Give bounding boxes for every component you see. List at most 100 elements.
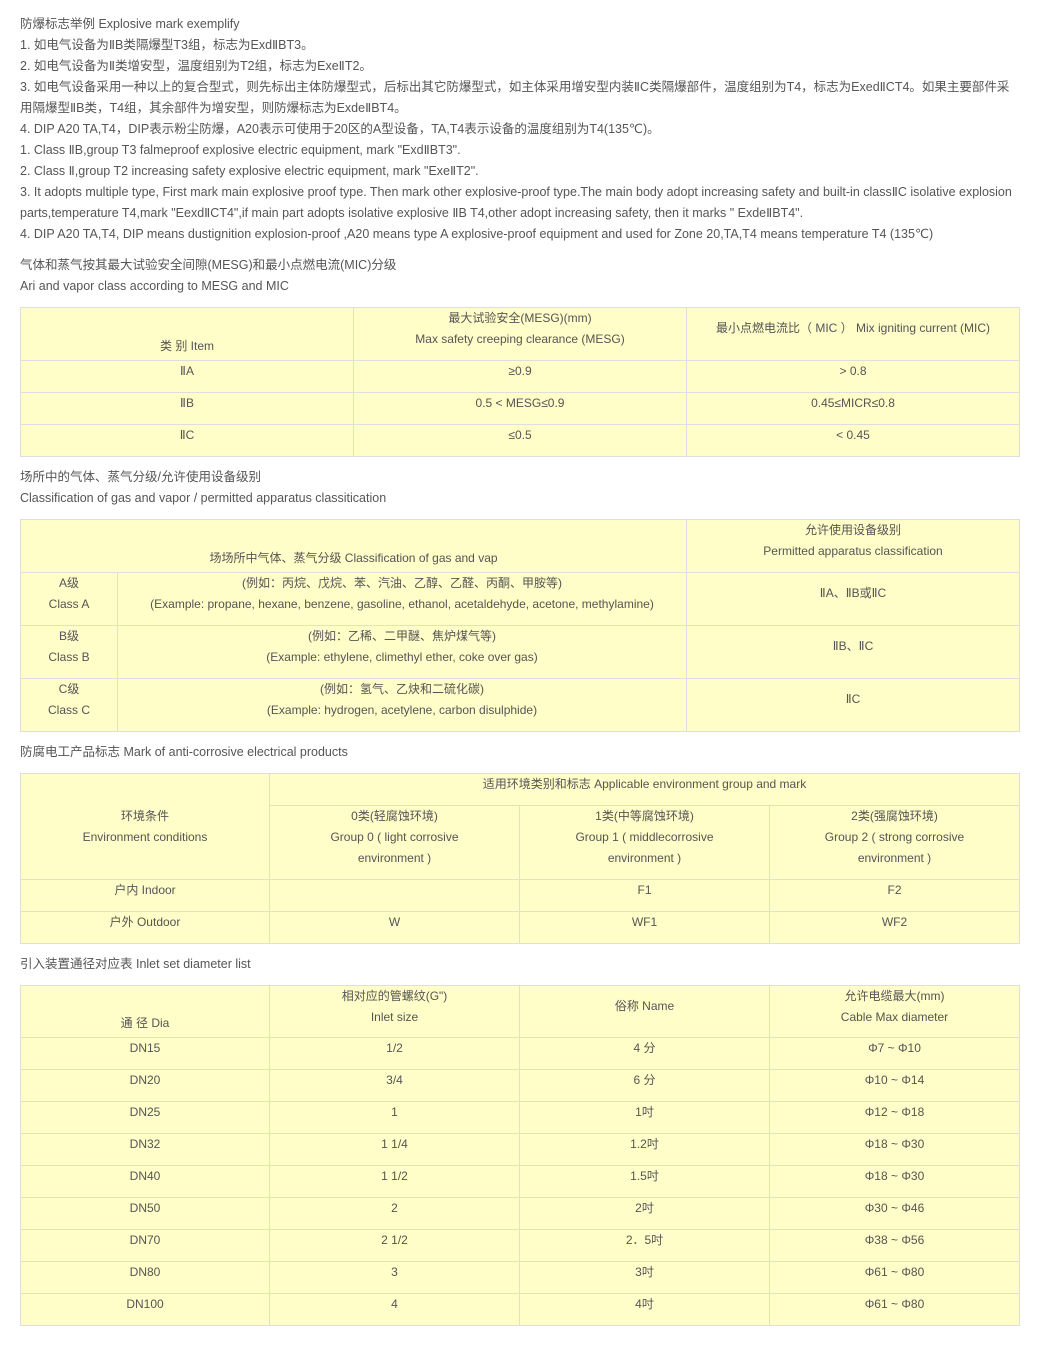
- table-row: DN25 1 1吋 Φ12 ~ Φ18: [20, 1101, 1020, 1134]
- cell-dia: DN50: [20, 1197, 270, 1230]
- table-row: DN40 1 1/2 1.5吋 Φ18 ~ Φ30: [20, 1165, 1020, 1198]
- cell-class: ⅡA: [20, 360, 354, 393]
- header-gas-class: 场场所中气体、蒸气分级 Classification of gas and va…: [20, 519, 687, 573]
- cell-env: 户外 Outdoor: [20, 911, 270, 944]
- mesg-title-cn: 气体和蒸气按其最大试验安全间隙(MESG)和最小点燃电流(MIC)分级: [20, 258, 397, 272]
- cell-mic: < 0.45: [686, 424, 1020, 457]
- corrosion-table: 环境条件 Environment conditions 适用环境类别和标志 App…: [20, 773, 1020, 944]
- gas-table: 场场所中气体、蒸气分级 Classification of gas and va…: [20, 519, 1020, 732]
- cell-inlet-size: 1 1/2: [269, 1165, 520, 1198]
- table-row: DN50 2 2吋 Φ30 ~ Φ46: [20, 1197, 1020, 1230]
- table-row: B级 Class B (例如：乙稀、二甲醚、焦炉煤气等) (Example: ethy…: [20, 625, 1020, 679]
- header-group: 适用环境类别和标志 Applicable environment group a…: [269, 773, 1020, 806]
- table-row: ⅡA ≥0.9 > 0.8: [20, 360, 1020, 393]
- cell-group-0: W: [269, 911, 520, 944]
- cell-dia: DN70: [20, 1229, 270, 1262]
- header-inlet-size: 相对应的管螺纹(G") Inlet size: [269, 985, 520, 1038]
- gas-title-cn: 场所中的气体、蒸气分级/允许使用设备级别: [20, 470, 261, 484]
- cell-inlet-size: 3/4: [269, 1069, 520, 1102]
- table-row: DN70 2 1/2 2．5吋 Φ38 ~ Φ56: [20, 1229, 1020, 1262]
- table-header-row: 场场所中气体、蒸气分级 Classification of gas and va…: [20, 519, 1020, 573]
- header-group-1: 1类(中等腐蚀环境) Group 1 ( middlecorrosive envir…: [519, 805, 770, 880]
- cell-group-1: F1: [519, 879, 770, 912]
- mesg-table: 类 别 Item 最大试验安全(MESG)(mm) Max safety cree…: [20, 307, 1020, 457]
- cell-inlet-size: 1: [269, 1101, 520, 1134]
- cell-dia: DN100: [20, 1293, 270, 1326]
- inlet-title: 引入装置通径对应表 Inlet set diameter list: [20, 957, 251, 971]
- cell-permitted: ⅡC: [686, 678, 1020, 732]
- header-mic: 最小点燃电流比（ MIC ） Mix igniting current (MIC…: [686, 307, 1020, 361]
- corrosion-title: 防腐电工产品标志 Mark of anti-corrosive electric…: [20, 745, 348, 759]
- cell-example: (例如：氢气、乙炔和二硫化碳) (Example: hydrogen, acety…: [117, 678, 687, 732]
- table-header-row: 通 径 Dia 相对应的管螺纹(G") Inlet size 俗称 Name 允许…: [20, 985, 1020, 1038]
- table-row: DN32 1 1/4 1.2吋 Φ18 ~ Φ30: [20, 1133, 1020, 1166]
- intro-line: 1. 如电气设备为ⅡB类隔爆型T3组，标志为ExdⅡBT3。: [20, 38, 314, 52]
- cell-dia: DN32: [20, 1133, 270, 1166]
- gas-title-en: Classification of gas and vapor / permit…: [20, 491, 387, 505]
- cell-inlet-size: 3: [269, 1261, 520, 1294]
- cell-name: 4 分: [519, 1037, 770, 1070]
- cell-mic: > 0.8: [686, 360, 1020, 393]
- header-mesg: 最大试验安全(MESG)(mm) Max safety creeping clea…: [353, 307, 687, 361]
- table-header-row: 环境条件 Environment conditions 适用环境类别和标志 App…: [20, 773, 1020, 880]
- table-header-row: 类 别 Item 最大试验安全(MESG)(mm) Max safety cree…: [20, 307, 1020, 361]
- intro-line: 1. Class ⅡB,group T3 falmeproof explosiv…: [20, 143, 461, 157]
- inlet-table: 通 径 Dia 相对应的管螺纹(G") Inlet size 俗称 Name 允许…: [20, 985, 1020, 1326]
- mesg-title-en: Ari and vapor class according to MESG an…: [20, 279, 289, 293]
- cell-example: (例如：乙稀、二甲醚、焦炉煤气等) (Example: ethylene, cli…: [117, 625, 687, 679]
- cell-class: C级 Class C: [20, 678, 118, 732]
- cell-dia: DN25: [20, 1101, 270, 1134]
- intro-line: 3. 如电气设备采用一种以上的复合型式，则先标出主体防爆型式，后标出其它防爆型式…: [20, 80, 1010, 115]
- intro-line: 4. DIP A20 TA,T4, DIP means dustignition…: [20, 227, 934, 241]
- cell-dia: DN40: [20, 1165, 270, 1198]
- cell-inlet-size: 2 1/2: [269, 1229, 520, 1262]
- cell-class: B级 Class B: [20, 625, 118, 679]
- cell-dia: DN15: [20, 1037, 270, 1070]
- header-group-2: 2类(强腐蚀环境) Group 2 ( strong corrosive envir…: [769, 805, 1020, 880]
- cell-mesg: 0.5 < MESG≤0.9: [353, 392, 687, 425]
- table-row: 户内 Indoor F1 F2: [20, 879, 1020, 912]
- cell-name: 1.5吋: [519, 1165, 770, 1198]
- cell-cable: Φ12 ~ Φ18: [769, 1101, 1020, 1134]
- table-row: DN15 1/2 4 分 Φ7 ~ Φ10: [20, 1037, 1020, 1070]
- cell-cable: Φ7 ~ Φ10: [769, 1037, 1020, 1070]
- cell-cable: Φ10 ~ Φ14: [769, 1069, 1020, 1102]
- table-row: C级 Class C (例如：氢气、乙炔和二硫化碳) (Example: hydrog…: [20, 678, 1020, 732]
- cell-name: 2吋: [519, 1197, 770, 1230]
- cell-group-2: WF2: [769, 911, 1020, 944]
- cell-group-2: F2: [769, 879, 1020, 912]
- cell-env: 户内 Indoor: [20, 879, 270, 912]
- cell-inlet-size: 1/2: [269, 1037, 520, 1070]
- table-row: DN20 3/4 6 分 Φ10 ~ Φ14: [20, 1069, 1020, 1102]
- cell-cable: Φ61 ~ Φ80: [769, 1261, 1020, 1294]
- table-row: DN100 4 4吋 Φ61 ~ Φ80: [20, 1293, 1020, 1326]
- cell-cable: Φ18 ~ Φ30: [769, 1165, 1020, 1198]
- intro-line: 2. Class Ⅱ,group T2 increasing safety ex…: [20, 164, 479, 178]
- cell-class: ⅡB: [20, 392, 354, 425]
- cell-group-0: [269, 879, 520, 912]
- cell-permitted: ⅡA、ⅡB或ⅡC: [686, 572, 1020, 626]
- cell-cable: Φ38 ~ Φ56: [769, 1229, 1020, 1262]
- header-group-0: 0类(轻腐蚀环境) Group 0 ( light corrosive enviro…: [269, 805, 520, 880]
- cell-cable: Φ18 ~ Φ30: [769, 1133, 1020, 1166]
- cell-inlet-size: 1 1/4: [269, 1133, 520, 1166]
- cell-inlet-size: 4: [269, 1293, 520, 1326]
- header-permitted: 允许使用设备级别 Permitted apparatus classificati…: [686, 519, 1020, 573]
- intro-line: 2. 如电气设备为Ⅱ类增安型，温度组别为T2组，标志为ExeⅡT2。: [20, 59, 372, 73]
- cell-name: 1.2吋: [519, 1133, 770, 1166]
- table-row: 户外 Outdoor W WF1 WF2: [20, 911, 1020, 944]
- cell-permitted: ⅡB、ⅡC: [686, 625, 1020, 679]
- cell-name: 1吋: [519, 1101, 770, 1134]
- cell-inlet-size: 2: [269, 1197, 520, 1230]
- cell-class: A级 Class A: [20, 572, 118, 626]
- cell-dia: DN20: [20, 1069, 270, 1102]
- header-item: 类 别 Item: [20, 307, 354, 361]
- cell-name: 2．5吋: [519, 1229, 770, 1262]
- cell-example: (例如：丙烷、戊烷、苯、汽油、乙醇、乙醛、丙酮、甲胺等) (Example: pr…: [117, 572, 687, 626]
- cell-mesg: ≥0.9: [353, 360, 687, 393]
- intro-title: 防爆标志举例 Explosive mark exemplify: [20, 17, 240, 31]
- table-row: DN80 3 3吋 Φ61 ~ Φ80: [20, 1261, 1020, 1294]
- cell-cable: Φ61 ~ Φ80: [769, 1293, 1020, 1326]
- cell-group-1: WF1: [519, 911, 770, 944]
- cell-cable: Φ30 ~ Φ46: [769, 1197, 1020, 1230]
